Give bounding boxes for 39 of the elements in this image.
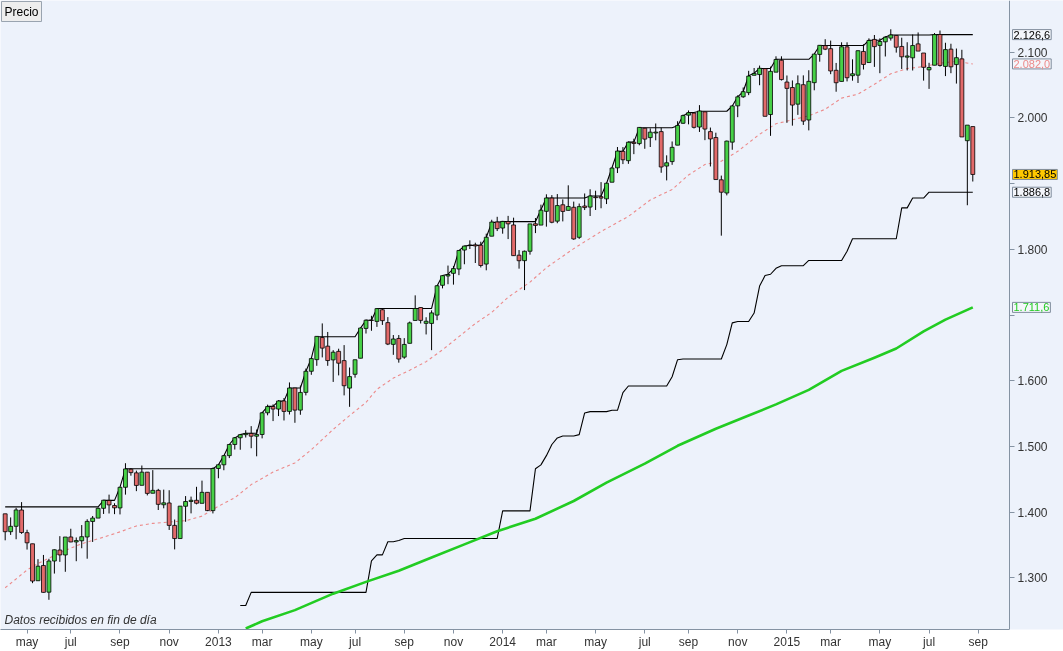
x-tick-label: may [15,634,39,649]
y-tick-label: 1.800 [1017,242,1048,257]
x-tick-label: nov [443,634,464,649]
text: 1.886,8 [1013,186,1051,199]
x-tick-label: mar [251,634,273,649]
x-tick-label: mar [820,634,841,649]
annotation: Datos recibidos en fin de día [4,612,157,627]
x-tick-label: sep [678,634,699,649]
y-tick-label: 1.400 [1017,505,1048,520]
line-series [244,306,975,630]
x-tick-label: may [584,634,607,649]
candlestick [352,359,358,379]
x-tick-label: 2014 [489,634,517,649]
text: 1.711,6 [1013,301,1050,314]
text: 1.913,85 [1013,168,1057,181]
y-tick-label: 1.300 [1017,571,1048,586]
x-tick-label: 2013 [205,634,233,649]
x-tick-label: nov [728,634,748,649]
y-tick-label: 2.100 [1017,45,1048,60]
x-tick-label: jul [922,634,936,649]
x-tick-label: may [868,634,892,649]
y-tick-label: 1.500 [1017,439,1048,454]
x-tick-label: nov [159,634,179,649]
y-tick-label: 2.000 [1017,111,1048,126]
x-tick-label: mar [536,634,557,649]
x-tick-label: 2015 [773,634,801,649]
x-tick-label: sep [394,634,415,649]
y-tick-label: 1.600 [1017,374,1048,389]
x-tick-label: sep [110,634,130,649]
x-tick-label: may [299,634,323,649]
x-tick-label: jul [63,634,77,649]
text: 2.082,0 [1013,57,1051,70]
x-tick-label: sep [968,634,989,649]
text: 2.126,6 [1013,28,1051,41]
x-tick-label: jul [348,634,362,649]
candlestick [669,140,675,166]
candlestick [675,120,680,146]
chart-title: Precio [4,4,39,19]
x-tick-label: jul [637,634,651,649]
